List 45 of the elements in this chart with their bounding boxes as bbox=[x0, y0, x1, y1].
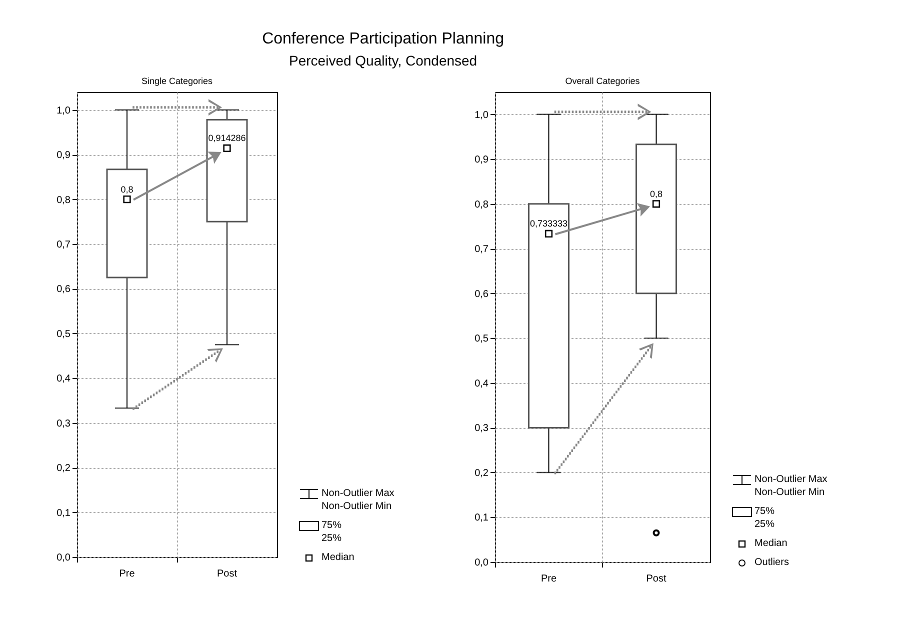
y-tick-label: 0,9 bbox=[56, 150, 71, 162]
y-tick-label: 0,3 bbox=[474, 423, 489, 434]
text: 25% bbox=[754, 518, 775, 530]
y-tick-label: 0,1 bbox=[474, 512, 489, 524]
y-tick-label: 0,7 bbox=[474, 244, 489, 256]
text: Median bbox=[754, 536, 788, 550]
text: Non-Outlier Min bbox=[754, 486, 826, 498]
y-tick-label: 0,0 bbox=[56, 552, 71, 564]
text: Non-Outlier Min bbox=[322, 500, 393, 512]
text: 25% bbox=[322, 532, 342, 544]
x-tick-label: Pre bbox=[540, 574, 557, 584]
text: Non-Outlier Max bbox=[322, 486, 394, 500]
x-tick-label: Pre bbox=[119, 568, 136, 580]
y-tick-label: 0,8 bbox=[56, 194, 71, 206]
text: Non-Outlier Max bbox=[754, 472, 828, 486]
y-tick-label: 1,0 bbox=[56, 105, 71, 116]
text: Conference Participation Planning bbox=[262, 30, 504, 48]
y-tick-label: 0,6 bbox=[56, 284, 71, 296]
chart-title: Overall Categories bbox=[565, 76, 640, 86]
y-tick-label: 1,0 bbox=[474, 110, 489, 121]
text: 0,733333 bbox=[530, 218, 568, 229]
text: 75% bbox=[322, 518, 342, 532]
y-tick-label: 0,7 bbox=[56, 240, 71, 251]
y-tick-label: 0,5 bbox=[56, 328, 71, 340]
x-tick-label: Post bbox=[646, 574, 666, 584]
chart-title: Single Categories bbox=[141, 76, 214, 86]
y-tick-label: 0,4 bbox=[56, 374, 71, 385]
text: 75% bbox=[754, 504, 775, 518]
text: 0,914286 bbox=[208, 133, 246, 144]
text: Outliers bbox=[754, 556, 789, 568]
text: Perceived Quality, Condensed bbox=[289, 52, 478, 68]
y-tick-label: 0,4 bbox=[474, 378, 489, 390]
y-tick-label: 0,9 bbox=[474, 154, 489, 166]
y-tick-label: 0,2 bbox=[56, 463, 71, 474]
text: 0,8 bbox=[650, 188, 663, 199]
y-tick-label: 0,0 bbox=[474, 558, 489, 568]
y-tick-label: 0,5 bbox=[474, 334, 489, 345]
y-tick-label: 0,2 bbox=[474, 468, 489, 479]
y-tick-label: 0,6 bbox=[474, 288, 489, 300]
y-tick-label: 0,3 bbox=[56, 418, 71, 430]
text: Median bbox=[322, 550, 354, 564]
y-tick-label: 0,1 bbox=[56, 508, 71, 519]
x-tick-label: Post bbox=[216, 568, 238, 580]
y-tick-label: 0,8 bbox=[474, 199, 489, 210]
text: 0,8 bbox=[120, 184, 134, 194]
